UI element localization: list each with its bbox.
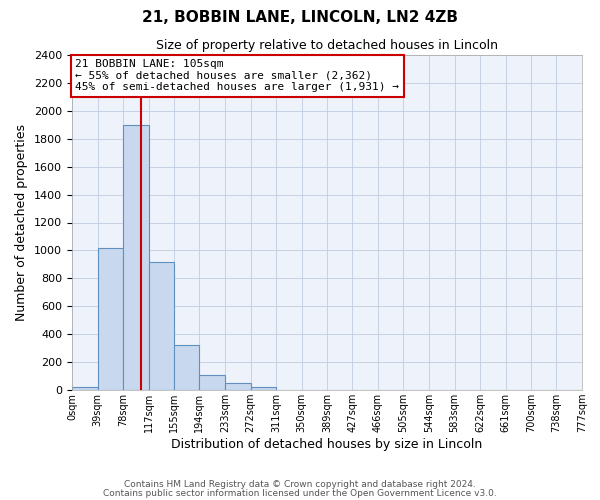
Bar: [98, 248, 123, 390]
Text: 21 BOBBIN LANE: 105sqm
← 55% of detached houses are smaller (2,362)
45% of semi-: 21 BOBBIN LANE: 105sqm ← 55% of detached…: [75, 59, 399, 92]
Text: Contains public sector information licensed under the Open Government Licence v3: Contains public sector information licen…: [103, 490, 497, 498]
Y-axis label: Number of detached properties: Number of detached properties: [16, 124, 28, 321]
Bar: [149, 262, 174, 390]
X-axis label: Distribution of detached houses by size in Lincoln: Distribution of detached houses by size …: [172, 438, 482, 451]
Bar: [123, 125, 149, 390]
Bar: [251, 386, 276, 390]
Bar: [225, 383, 251, 390]
Title: Size of property relative to detached houses in Lincoln: Size of property relative to detached ho…: [156, 40, 498, 52]
Text: Contains HM Land Registry data © Crown copyright and database right 2024.: Contains HM Land Registry data © Crown c…: [124, 480, 476, 489]
Bar: [174, 346, 199, 390]
Bar: [199, 376, 225, 390]
Bar: [72, 387, 98, 390]
Text: 21, BOBBIN LANE, LINCOLN, LN2 4ZB: 21, BOBBIN LANE, LINCOLN, LN2 4ZB: [142, 10, 458, 25]
